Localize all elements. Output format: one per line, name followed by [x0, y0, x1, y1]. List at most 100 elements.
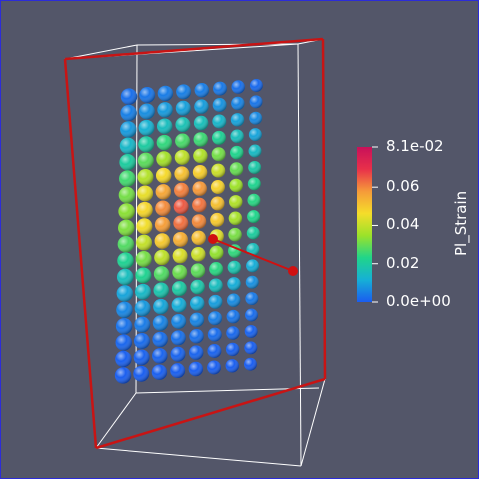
- selection-edge: [95, 377, 326, 450]
- particle-sphere-shading: [228, 211, 243, 225]
- particle-sphere-shading: [136, 234, 152, 251]
- particle-spheres: [114, 78, 263, 384]
- particle-sphere-shading: [119, 154, 136, 171]
- particle-sphere-shading: [173, 215, 189, 231]
- outline-edge: [135, 44, 138, 394]
- particle-sphere-shading: [133, 349, 150, 366]
- particle-sphere-shading: [226, 293, 241, 307]
- particle-sphere-shading: [170, 363, 186, 379]
- particle-sphere-shading: [245, 308, 258, 322]
- outline-edge: [64, 44, 138, 60]
- particle-sphere-shading: [191, 214, 207, 229]
- probe-handle-end[interactable]: [288, 266, 298, 276]
- outline-edge: [95, 392, 137, 449]
- particle-sphere-shading: [246, 259, 259, 273]
- particle-sphere-shading: [207, 360, 221, 375]
- particle-sphere-shading: [227, 260, 242, 275]
- particle-sphere-shading: [171, 281, 187, 297]
- particle-sphere-shading: [175, 133, 190, 149]
- particle-sphere-shading: [171, 297, 187, 313]
- particle-sphere-shading: [176, 84, 192, 100]
- particle-sphere-shading: [189, 312, 205, 327]
- particle-sphere-shading: [137, 169, 154, 185]
- particle-sphere-shading: [213, 81, 227, 96]
- particle-sphere-shading: [153, 282, 169, 298]
- particle-sphere-shading: [190, 296, 205, 311]
- selection-edge: [321, 38, 327, 380]
- color-legend: [357, 146, 378, 303]
- particle-sphere-shading: [116, 301, 133, 318]
- particle-sphere-shading: [157, 102, 173, 118]
- particle-sphere-shading: [226, 326, 240, 340]
- outline-edge: [136, 43, 299, 46]
- particle-sphere-shading: [227, 277, 241, 291]
- particle-sphere-shading: [138, 119, 155, 136]
- particle-sphere-shading: [229, 195, 243, 209]
- particle-sphere-shading: [247, 193, 261, 207]
- particle-sphere-shading: [208, 278, 223, 293]
- particle-sphere-shading: [193, 115, 209, 131]
- particle-sphere-shading: [210, 180, 225, 194]
- colorbar-label-max: 8.1e-02: [386, 137, 444, 155]
- particle-sphere-shading: [117, 252, 134, 269]
- particle-sphere-shading: [155, 184, 171, 200]
- probe-line-widget[interactable]: [208, 234, 298, 276]
- particle-sphere-shading: [136, 218, 153, 235]
- particle-sphere-shading: [152, 315, 169, 331]
- particle-sphere-shading: [174, 149, 190, 165]
- particle-sphere-shading: [134, 316, 151, 333]
- particle-sphere-shading: [172, 264, 188, 280]
- particle-sphere-shading: [155, 167, 172, 184]
- particle-sphere-shading: [118, 219, 135, 236]
- particle-sphere-shading: [208, 311, 223, 326]
- particle-sphere-shading: [225, 359, 239, 373]
- outline-edge: [95, 447, 302, 467]
- particle-sphere-shading: [249, 95, 263, 109]
- particle-sphere-shading: [135, 283, 151, 300]
- particle-sphere-shading: [173, 231, 188, 247]
- particle-sphere-shading: [115, 334, 132, 351]
- particle-sphere-shading: [228, 244, 242, 258]
- colorbar-title: Pl_Strain: [452, 190, 470, 256]
- particle-sphere-shading: [152, 331, 168, 348]
- particle-sphere-shading: [136, 201, 153, 218]
- outline-edge: [297, 43, 302, 467]
- particle-sphere-shading: [245, 275, 259, 289]
- particle-sphere-shading: [247, 177, 261, 191]
- particle-sphere-shading: [156, 134, 173, 151]
- probe-handle-start[interactable]: [208, 234, 218, 244]
- particle-sphere-shading: [174, 182, 189, 198]
- particle-sphere-shading: [207, 327, 222, 342]
- particle-sphere-shading: [248, 128, 262, 142]
- colorbar-label: 0.06: [386, 177, 420, 195]
- particle-sphere-shading: [212, 130, 226, 145]
- colorbar-label: 0.04: [386, 215, 420, 233]
- particle-sphere-shading: [190, 263, 206, 278]
- selection-box: [63, 37, 327, 450]
- particle-sphere-shading: [209, 245, 224, 260]
- particle-sphere-shading: [114, 367, 132, 384]
- particle-sphere-shading: [119, 137, 137, 154]
- particle-sphere-shading: [210, 196, 225, 211]
- particle-sphere-shading: [137, 152, 154, 169]
- particle-sphere-shading: [229, 162, 244, 176]
- particle-sphere-shading: [244, 341, 258, 355]
- particle-sphere-shading: [154, 249, 170, 266]
- particle-sphere-shading: [207, 344, 222, 358]
- selection-edge: [63, 58, 98, 449]
- particle-sphere-shading: [157, 118, 173, 134]
- particle-sphere-shading: [212, 98, 227, 112]
- color-bar: [357, 147, 372, 302]
- particle-sphere-shading: [210, 212, 225, 227]
- particle-sphere-shading: [154, 216, 171, 233]
- particle-sphere-shading: [228, 227, 242, 242]
- particle-sphere-shading: [154, 233, 170, 249]
- particle-sphere-shading: [116, 285, 133, 302]
- particle-sphere-shading: [190, 279, 205, 295]
- particle-sphere-shading: [118, 186, 136, 204]
- particle-sphere-shading: [193, 148, 208, 163]
- particle-sphere-shading: [174, 166, 190, 182]
- particle-sphere-shading: [211, 147, 226, 162]
